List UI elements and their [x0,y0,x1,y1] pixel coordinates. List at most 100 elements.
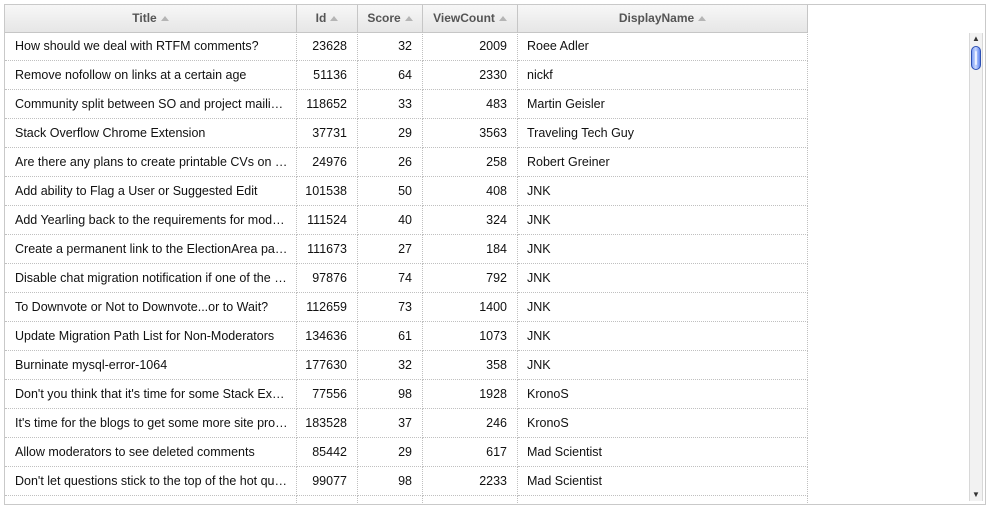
cell-displayname: Martin Geisler [518,90,808,119]
grid-body: How should we deal with RTFM comments? 23… [5,32,808,504]
cell-score: 32 [358,351,423,380]
cell-displayname: Mad Scientist [518,467,808,496]
cell-viewcount: 2009 [423,32,518,61]
cell-id: 112659 [297,293,358,322]
table-row[interactable]: Remove nofollow on links at a certain ag… [5,61,808,90]
table-row[interactable]: It's time for the blogs to get some more… [5,409,808,438]
cell-viewcount: 2330 [423,61,518,90]
cell-score: 98 [358,380,423,409]
cell-title: Community split between SO and project m… [5,90,297,119]
cell-viewcount: 2233 [423,467,518,496]
column-header-label: DisplayName [618,11,695,25]
scroll-down-arrow-icon[interactable]: ▼ [972,490,980,499]
cell-title: How should we deal with RTFM comments? [5,32,297,61]
cell-displayname: JNK [518,351,808,380]
cell-title: Don't let questions stick to the top of … [5,467,297,496]
cell-score: 33 [358,90,423,119]
table-row[interactable] [5,496,808,504]
cell-score: 50 [358,177,423,206]
cell-id: 37731 [297,119,358,148]
column-header-label: ViewCount [433,11,495,25]
cell-title: Add ability to Flag a User or Suggested … [5,177,297,206]
cell-title: Allow moderators to see deleted comments [5,438,297,467]
column-header-score[interactable]: Score [358,5,423,32]
cell-displayname: nickf [518,61,808,90]
table-row[interactable]: To Downvote or Not to Downvote...or to W… [5,293,808,322]
table-row[interactable]: Create a permanent link to the ElectionA… [5,235,808,264]
cell-score: 74 [358,264,423,293]
cell-id: 134636 [297,322,358,351]
table-row[interactable]: Are there any plans to create printable … [5,148,808,177]
vertical-scrollbar[interactable]: ▲ ▼ [969,33,983,501]
sort-asc-icon [404,16,413,21]
sort-asc-icon [498,16,507,21]
cell-score: 37 [358,409,423,438]
cell-score: 27 [358,235,423,264]
cell-title: It's time for the blogs to get some more… [5,409,297,438]
cell-displayname: Roee Adler [518,32,808,61]
table-row[interactable]: Add Yearling back to the requirements fo… [5,206,808,235]
cell-score: 29 [358,438,423,467]
table-row[interactable]: Update Migration Path List for Non-Moder… [5,322,808,351]
table-row[interactable]: How should we deal with RTFM comments? 23… [5,32,808,61]
cell-score: 73 [358,293,423,322]
cell-viewcount: 184 [423,235,518,264]
cell-score: 40 [358,206,423,235]
table-row[interactable]: Stack Overflow Chrome Extension 37731 29 35… [5,119,808,148]
cell-displayname: KronoS [518,380,808,409]
column-header-label: Title [132,11,157,25]
cell-title: Stack Overflow Chrome Extension [5,119,297,148]
cell-id: 111673 [297,235,358,264]
cell-score: 32 [358,32,423,61]
column-header-label: Id [315,11,327,25]
cell-id: 177630 [297,351,358,380]
cell-title: Are there any plans to create printable … [5,148,297,177]
cell-displayname: JNK [518,206,808,235]
cell-displayname: JNK [518,293,808,322]
cell-id: 85442 [297,438,358,467]
cell-id: 23628 [297,32,358,61]
table-row[interactable]: Add ability to Flag a User or Suggested … [5,177,808,206]
cell-score: 98 [358,467,423,496]
cell-id: 101538 [297,177,358,206]
cell-score [358,496,423,504]
column-header-viewcount[interactable]: ViewCount [423,5,518,32]
scroll-up-arrow-icon[interactable]: ▲ [972,34,980,43]
cell-id: 183528 [297,409,358,438]
cell-title: Don't you think that it's time for some … [5,380,297,409]
cell-viewcount: 1928 [423,380,518,409]
scrollbar-thumb[interactable] [971,46,981,70]
table-row[interactable]: Burninate mysql-error-1064 177630 32 358 JNK [5,351,808,380]
cell-displayname: JNK [518,235,808,264]
cell-viewcount: 792 [423,264,518,293]
cell-displayname: JNK [518,177,808,206]
column-header-id[interactable]: Id [297,5,358,32]
cell-viewcount: 617 [423,438,518,467]
cell-displayname: KronoS [518,409,808,438]
cell-title: Burninate mysql-error-1064 [5,351,297,380]
sort-asc-icon [698,16,707,21]
cell-title: Add Yearling back to the requirements fo… [5,206,297,235]
data-grid: Title Id Score ViewCount DisplayName How… [4,4,986,505]
cell-displayname: Robert Greiner [518,148,808,177]
cell-displayname: Mad Scientist [518,438,808,467]
cell-id: 99077 [297,467,358,496]
cell-id [297,496,358,504]
cell-title: Disable chat migration notification if o… [5,264,297,293]
table-row[interactable]: Don't you think that it's time for some … [5,380,808,409]
column-header-displayname[interactable]: DisplayName [518,5,808,32]
table-row[interactable]: Disable chat migration notification if o… [5,264,808,293]
cell-viewcount: 1073 [423,322,518,351]
cell-id: 111524 [297,206,358,235]
column-header-title[interactable]: Title [5,5,297,32]
table-row[interactable]: Don't let questions stick to the top of … [5,467,808,496]
table-row[interactable]: Allow moderators to see deleted comments… [5,438,808,467]
sort-asc-icon [160,16,169,21]
cell-displayname: JNK [518,264,808,293]
cell-displayname: Traveling Tech Guy [518,119,808,148]
table-row[interactable]: Community split between SO and project m… [5,90,808,119]
cell-title: Create a permanent link to the ElectionA… [5,235,297,264]
cell-id: 24976 [297,148,358,177]
column-header-label: Score [367,11,401,25]
cell-viewcount: 1400 [423,293,518,322]
